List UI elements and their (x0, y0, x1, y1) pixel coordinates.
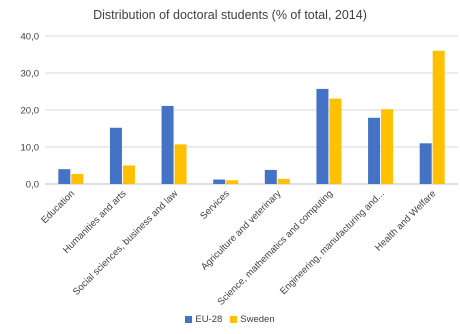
bar-eu-28 (213, 179, 226, 184)
bar-eu-28 (419, 143, 432, 184)
bar-eu-28 (316, 88, 329, 184)
y-axis: 0,0 10,0 20,0 30,0 40,0 (21, 32, 40, 191)
legend-swatch (185, 316, 193, 323)
bar-sweden (71, 174, 84, 184)
y-tick-label: 30,0 (21, 69, 40, 80)
y-tick-label: 40,0 (21, 32, 40, 43)
bar-eu-28 (161, 105, 174, 184)
bars (58, 50, 445, 184)
bar-sweden (381, 109, 394, 184)
legend-label: EU-28 (195, 314, 223, 325)
category-label: Engineering, manufacturing and... (278, 188, 387, 297)
category-label: Science, mathematics and computing (216, 188, 335, 307)
gridlines (45, 35, 458, 185)
bar-sweden (432, 50, 445, 184)
legend-label: Sweden (240, 314, 275, 325)
bar-eu-28 (368, 117, 381, 184)
bar-eu-28 (58, 169, 71, 184)
y-tick-label: 0,0 (26, 180, 39, 191)
category-label: Social sciences, business and law (71, 188, 180, 297)
bar-eu-28 (264, 169, 277, 184)
bar-sweden (122, 165, 135, 184)
legend: EU-28 Sweden (0, 314, 460, 326)
bar-sweden (277, 178, 290, 184)
chart-title: Distribution of doctoral students (% of … (93, 8, 367, 22)
legend-item: Sweden (230, 314, 275, 325)
y-tick-label: 10,0 (21, 143, 40, 154)
bar-eu-28 (109, 127, 122, 184)
bar-sweden (329, 98, 342, 184)
category-label: Education (39, 188, 77, 226)
legend-item: EU-28 (185, 314, 222, 325)
bar-sweden (174, 144, 187, 184)
legend-swatch (230, 316, 238, 323)
y-tick-label: 20,0 (21, 106, 40, 117)
bar-sweden (226, 180, 239, 184)
category-label: Services (198, 188, 232, 222)
